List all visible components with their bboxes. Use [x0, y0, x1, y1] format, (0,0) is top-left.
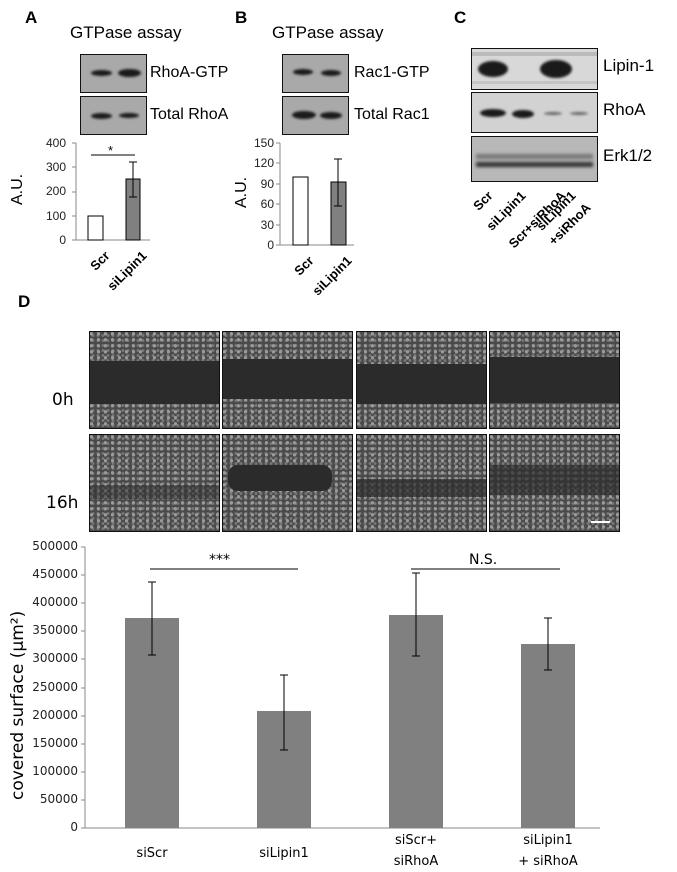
panel-a-significance: * — [108, 143, 114, 158]
panel-a-title: GTPase assay — [70, 23, 182, 42]
d-tick: 200000 — [32, 708, 78, 722]
blot-lipin-1 — [471, 48, 598, 90]
blot-total-rhoa — [80, 96, 147, 135]
scale-bar — [591, 521, 610, 523]
d-tick: 150000 — [32, 736, 78, 750]
b-tick: 120 — [253, 156, 274, 170]
micrograph-siscr-0h — [89, 331, 220, 429]
d-tick: 0 — [70, 820, 78, 834]
blot-label-rac1-gtp: Rac1-GTP — [354, 64, 430, 81]
d-tick: 500000 — [32, 539, 78, 553]
d-tick: 450000 — [32, 567, 78, 581]
b-tick: 60 — [260, 197, 274, 211]
panel-letter-a: A — [25, 8, 38, 27]
panel-letter-b: B — [235, 8, 248, 27]
blot-label-lipin-1: Lipin-1 — [603, 56, 655, 75]
panel-letter-d: D — [18, 292, 31, 311]
a-tick: 400 — [45, 136, 66, 150]
micrograph-siscr-sirhoa-16h — [356, 434, 487, 532]
a-tick: 0 — [59, 233, 66, 247]
panel-b-bar-chart — [276, 142, 354, 246]
d-tick: 50000 — [39, 792, 78, 806]
panel-b-title: GTPase assay — [272, 23, 384, 42]
micrograph-silipin1-sirhoa-0h — [489, 331, 620, 429]
panel-letter-c: C — [454, 8, 467, 27]
blot-label-rhoa: RhoA — [603, 100, 646, 119]
significance-triple-star: *** — [209, 552, 230, 568]
significance-ns: N.S. — [469, 552, 498, 568]
blot-label-erk: Erk1/2 — [603, 146, 653, 165]
d-tick: 400000 — [32, 595, 78, 609]
d-xlabel-silipin1: siLipin1 — [259, 846, 309, 861]
panel-a-bar-chart — [72, 142, 150, 241]
b-tick: 150 — [253, 136, 274, 150]
timepoint-0h: 0h — [52, 390, 74, 410]
micrograph-silipin1-0h — [222, 331, 353, 429]
d-tick: 350000 — [32, 623, 78, 637]
blot-rac1-gtp — [282, 54, 349, 93]
d-xlabel-silipin1-sirhoa: siLipin1 + siRhoA — [518, 833, 578, 869]
blot-label-total-rac1: Total Rac1 — [354, 106, 430, 123]
blot-total-rac1 — [282, 96, 349, 135]
blot-label-rhoa-gtp: RhoA-GTP — [150, 64, 229, 81]
blot-erk — [471, 136, 598, 182]
blot-rhoa-gtp — [80, 54, 147, 93]
panel-a-ylabel: A.U. — [9, 173, 26, 205]
b-tick: 30 — [260, 218, 274, 232]
b-tick: 0 — [267, 238, 274, 252]
micrograph-siscr-16h — [89, 434, 220, 532]
blot-label-total-rhoa: Total RhoA — [150, 106, 229, 123]
a-tick: 300 — [45, 160, 66, 174]
a-tick: 100 — [45, 209, 66, 223]
micrograph-siscr-sirhoa-0h — [356, 331, 487, 429]
d-tick: 250000 — [32, 680, 78, 694]
a-tick: 200 — [45, 184, 66, 198]
micrograph-silipin1-sirhoa-16h — [489, 434, 620, 532]
blot-rhoa — [471, 92, 598, 133]
d-xlabel-siscr-sirhoa: siScr+ siRhoA — [393, 833, 439, 869]
d-tick: 100000 — [32, 764, 78, 778]
timepoint-16h: 16h — [46, 493, 79, 513]
micrograph-silipin1-16h — [222, 434, 353, 532]
panel-d-bar-chart — [81, 546, 600, 829]
d-tick: 300000 — [32, 651, 78, 665]
d-xlabel-siscr: siScr — [136, 846, 168, 861]
b-tick: 90 — [260, 177, 274, 191]
